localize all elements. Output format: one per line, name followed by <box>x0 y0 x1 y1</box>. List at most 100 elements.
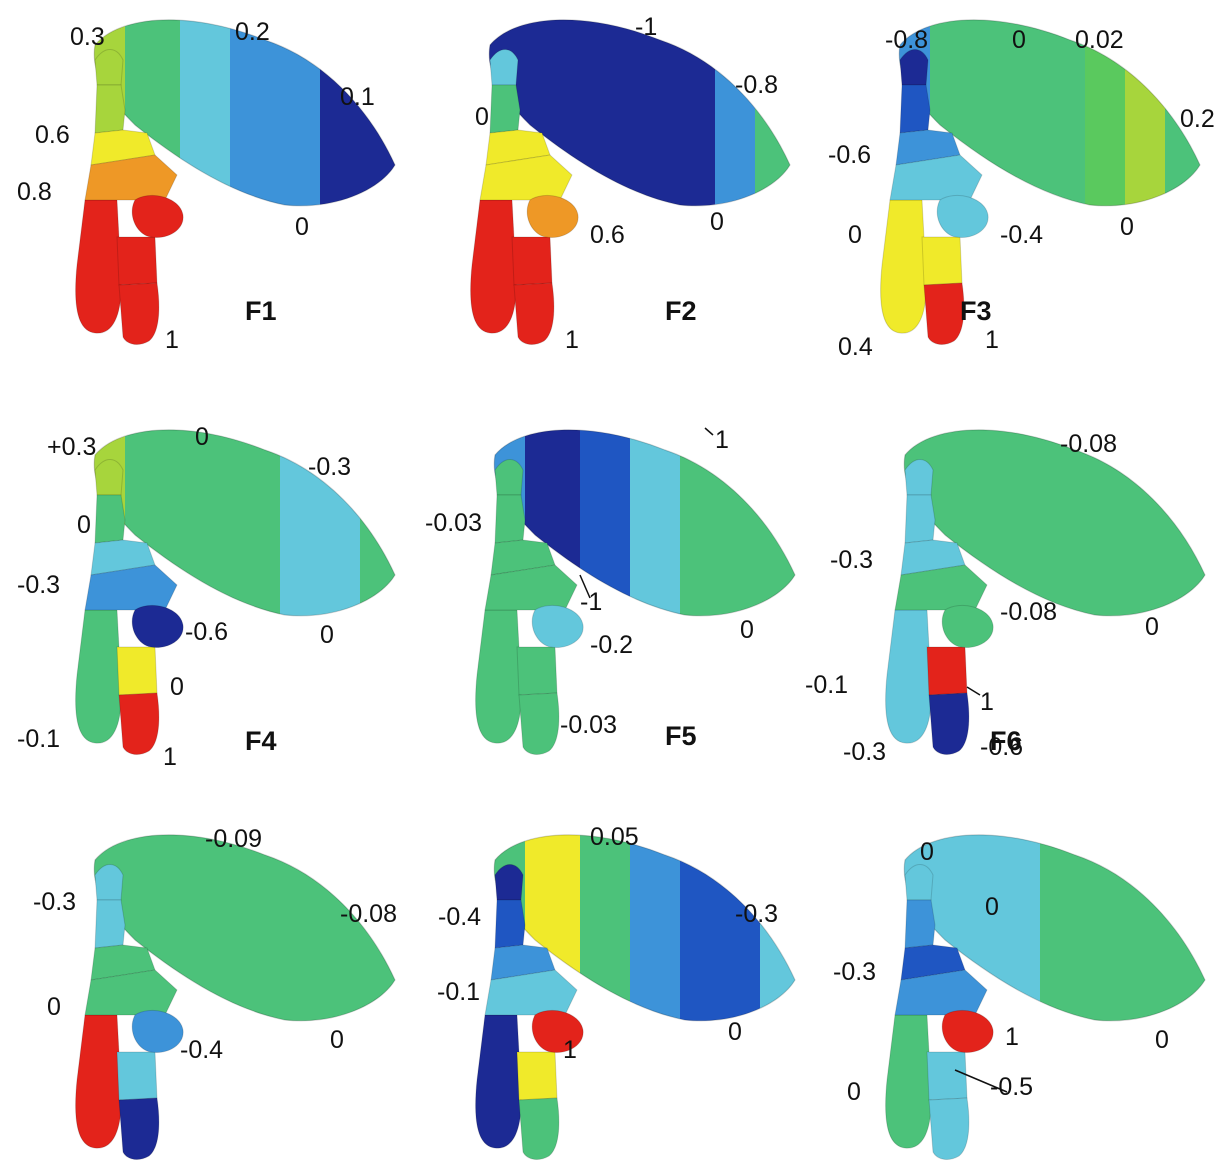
value-label: 1 <box>563 1036 577 1064</box>
value-label: 1 <box>715 426 729 454</box>
value-label: -0.1 <box>17 725 60 753</box>
value-label: 0 <box>320 621 334 649</box>
panel-f3: -0.8 0 0.02 0.2 -0.6 0 -0.4 0 0.4 1F3 <box>828 19 1215 361</box>
oral-outline <box>903 834 1206 1022</box>
value-label: +0.3 <box>47 433 96 461</box>
throat-segment-lg <box>885 1014 932 1149</box>
oral-band-c <box>230 429 280 616</box>
oral-band-e <box>1130 834 1170 1021</box>
throat-segment-t4 <box>526 194 579 239</box>
oral-band-d <box>680 429 720 616</box>
value-label: 0.1 <box>340 83 375 111</box>
throat-segment-t6 <box>928 692 970 755</box>
throat-segment-t0 <box>899 49 929 86</box>
value-label: -0.5 <box>990 1073 1033 1101</box>
oral-band-c <box>1035 19 1085 206</box>
value-label: -0.3 <box>843 738 886 766</box>
value-label: -0.6 <box>185 618 228 646</box>
value-label: 0 <box>1120 213 1134 241</box>
throat-segment-t0 <box>94 459 124 496</box>
throat-segment-t3 <box>479 154 573 201</box>
oral-band-f <box>1170 834 1205 1021</box>
throat-segment-lg <box>475 1014 522 1149</box>
panel-title: F3 <box>960 296 992 326</box>
value-label: -0.08 <box>1060 430 1117 458</box>
value-label: -0.08 <box>340 900 397 928</box>
value-label: -1 <box>635 13 657 41</box>
oral-band-f <box>755 19 790 206</box>
value-label: -0.3 <box>33 888 76 916</box>
oral-band-b <box>990 834 1040 1021</box>
oral-band-e <box>320 834 360 1021</box>
throat-segment-t5 <box>516 1051 558 1101</box>
oral-band-c <box>630 429 680 616</box>
throat-segment-t1 <box>94 494 126 544</box>
panel-title: F2 <box>665 296 697 326</box>
oral-band-b <box>180 19 230 206</box>
throat-segment-t5 <box>116 236 158 286</box>
value-label: -0.3 <box>17 571 60 599</box>
value-label: -0.4 <box>180 1036 223 1064</box>
oral-band-f <box>360 834 395 1021</box>
throat-segment-t1 <box>899 84 931 134</box>
oral-band-e <box>1125 19 1165 206</box>
value-label: 0 <box>985 893 999 921</box>
value-label: -0.08 <box>1000 598 1057 626</box>
throat-segment-t1 <box>494 494 526 544</box>
value-label: 1 <box>985 326 999 354</box>
throat-segment-lg <box>880 199 927 334</box>
value-label: -0.4 <box>1000 221 1043 249</box>
throat-segment-t5 <box>116 646 158 696</box>
value-label: 1 <box>163 743 177 771</box>
value-label: -0.1 <box>437 978 480 1006</box>
throat-segment-lg <box>885 609 932 744</box>
value-label: 0.05 <box>590 823 639 851</box>
throat-segment-t4 <box>941 1009 994 1054</box>
oral-band-e <box>320 19 360 206</box>
throat-segment-t2 <box>485 129 551 166</box>
throat-segment-t3 <box>889 154 983 201</box>
value-label: 0.3 <box>70 23 105 51</box>
throat-segment-t3 <box>894 969 988 1016</box>
value-label: 0.2 <box>235 18 270 46</box>
throat-segment-lg <box>75 199 122 334</box>
oral-band-d <box>280 834 320 1021</box>
oral-outline <box>488 19 791 207</box>
oral-outline <box>903 429 1206 617</box>
value-label: -0.6 <box>828 141 871 169</box>
oral-band-c <box>230 19 280 206</box>
value-label: -0.3 <box>735 900 778 928</box>
throat-segment-t3 <box>894 564 988 611</box>
panel-title: F5 <box>665 721 697 751</box>
leader-line <box>579 574 591 599</box>
throat-segment-t5 <box>116 1051 158 1101</box>
oral-band-f <box>360 19 395 206</box>
throat-segment-t0 <box>94 864 124 901</box>
oral-band-c <box>1040 429 1090 616</box>
throat-segment-t5 <box>511 236 553 286</box>
throat-segment-t4 <box>131 604 184 649</box>
throat-segment-t4 <box>131 1009 184 1054</box>
throat-segment-t0 <box>489 49 519 86</box>
oral-band-e <box>1130 429 1170 616</box>
throat-segment-t1 <box>94 899 126 949</box>
value-label: -0.3 <box>308 453 351 481</box>
oral-band-f <box>1170 429 1205 616</box>
value-label: 0.4 <box>838 333 873 361</box>
oral-band-d <box>280 19 320 206</box>
value-label: -0.8 <box>885 26 928 54</box>
throat-segment-lg <box>75 1014 122 1149</box>
oral-band-f <box>360 429 395 616</box>
oral-band-d <box>680 834 720 1021</box>
throat-segment-t2 <box>490 539 556 576</box>
value-label: 1 <box>565 326 579 354</box>
value-label: 0 <box>920 838 934 866</box>
throat-segment-t2 <box>900 539 966 576</box>
oral-outline <box>93 19 396 207</box>
throat-segment-t2 <box>90 944 156 981</box>
throat-segment-t6 <box>118 282 160 345</box>
throat-segment-t6 <box>118 692 160 755</box>
value-label: 0 <box>295 213 309 241</box>
